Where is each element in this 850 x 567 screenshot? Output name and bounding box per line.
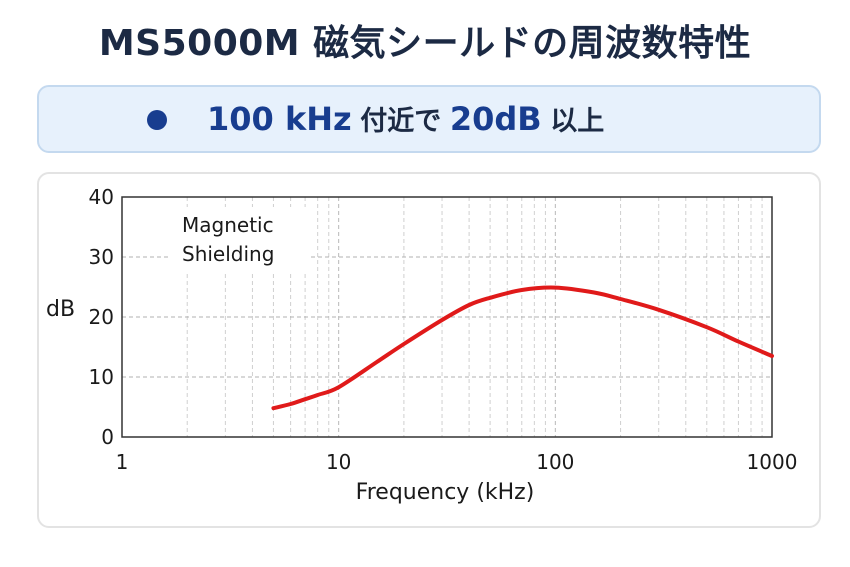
banner-db-value: 20dB bbox=[449, 100, 542, 138]
y-tick-label: 30 bbox=[89, 245, 114, 269]
y-tick-label: 0 bbox=[101, 425, 114, 449]
banner-text-above: 以上 bbox=[550, 106, 605, 137]
bullet-icon bbox=[147, 110, 167, 130]
page-title: MS5000M 磁気シールドの周波数特性 bbox=[98, 23, 752, 64]
x-tick-label: 10 bbox=[326, 450, 351, 474]
x-axis-label: Frequency (kHz) bbox=[355, 480, 535, 505]
banner-frequency: 100 kHz bbox=[207, 100, 352, 138]
y-axis-label: dB bbox=[46, 297, 76, 322]
chart-card bbox=[37, 172, 821, 528]
highlight-banner: 100 kHz 付近で 20dB 以上 bbox=[37, 85, 821, 153]
x-tick-label: 1000 bbox=[747, 450, 798, 474]
legend-label: Magnetic Shielding bbox=[182, 213, 275, 266]
plot-frame bbox=[121, 196, 773, 438]
banner-text: 100 kHz 付近で 20dB 以上 bbox=[207, 87, 604, 151]
shielding-curve bbox=[271, 285, 774, 411]
x-tick-label: 100 bbox=[536, 450, 574, 474]
y-tick-label: 40 bbox=[89, 185, 114, 209]
y-tick-label: 10 bbox=[89, 365, 114, 389]
banner-text-near: 付近で bbox=[360, 106, 442, 137]
legend-box bbox=[170, 207, 310, 273]
x-tick-label: 1 bbox=[116, 450, 129, 474]
y-tick-label: 20 bbox=[89, 305, 114, 329]
